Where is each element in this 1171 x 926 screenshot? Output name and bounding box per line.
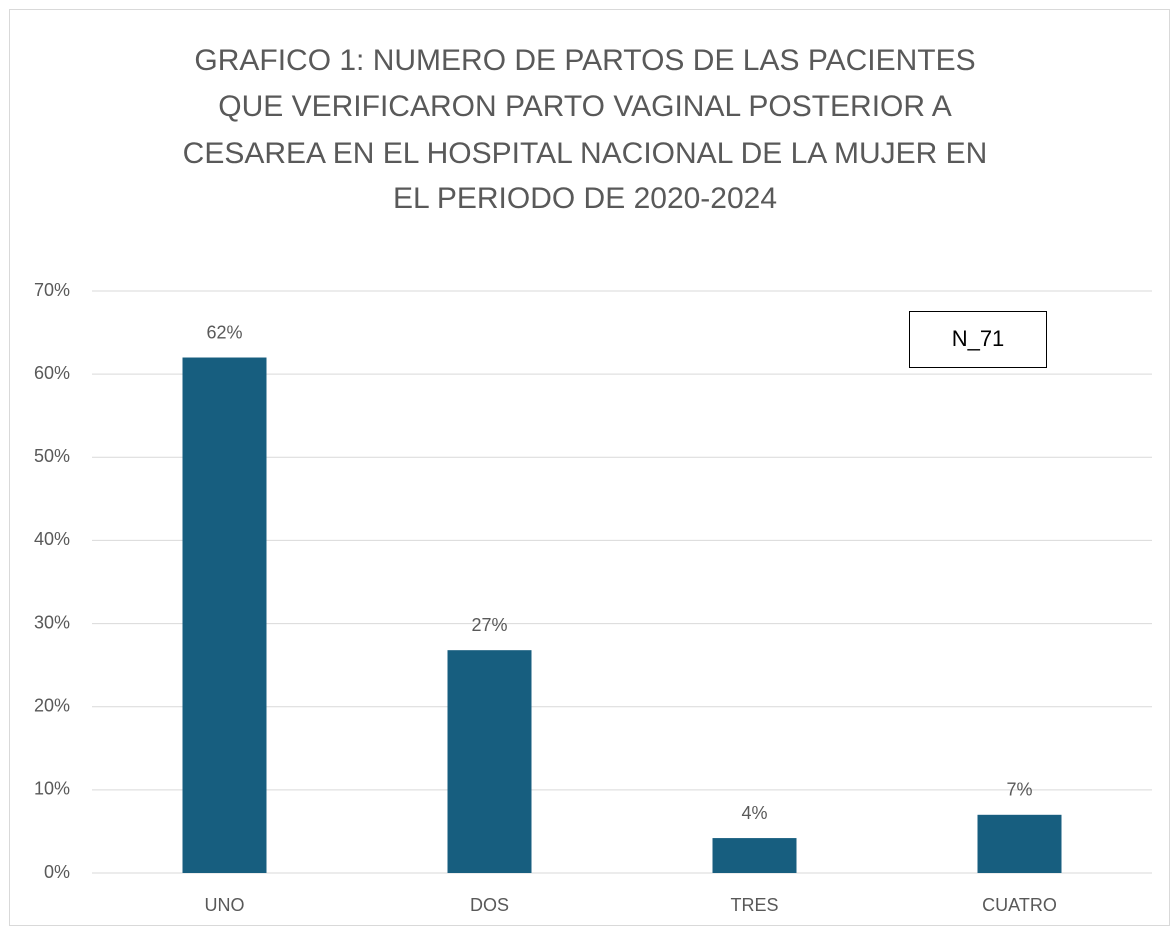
bar: [447, 650, 532, 873]
y-tick-label: 40%: [34, 529, 70, 549]
y-tick-label: 30%: [34, 612, 70, 632]
y-tick-label: 50%: [34, 446, 70, 466]
data-label: 27%: [471, 615, 507, 635]
data-label: 4%: [741, 803, 767, 823]
bar: [182, 357, 267, 873]
y-tick-label: 70%: [34, 280, 70, 300]
x-tick-label: TRES: [730, 895, 778, 915]
bar: [712, 838, 797, 873]
x-tick-label: DOS: [470, 895, 509, 915]
x-tick-label: UNO: [205, 895, 245, 915]
y-tick-label: 10%: [34, 779, 70, 799]
chart-title: GRAFICO 1: NUMERO DE PARTOS DE LAS PACIE…: [194, 44, 975, 77]
annotation-box: [909, 311, 1047, 368]
chart-title: CESAREA EN EL HOSPITAL NACIONAL DE LA MU…: [183, 137, 988, 170]
chart-title: EL PERIODO DE 2020-2024: [393, 182, 777, 215]
y-tick-label: 20%: [34, 695, 70, 715]
x-tick-label: CUATRO: [982, 895, 1057, 915]
data-label: 7%: [1006, 780, 1032, 800]
chart-title: QUE VERIFICARON PARTO VAGINAL POSTERIOR …: [218, 90, 952, 123]
y-tick-label: 60%: [34, 363, 70, 383]
y-tick-label: 0%: [44, 862, 70, 882]
bar: [977, 814, 1062, 873]
data-label: 62%: [206, 322, 242, 342]
annotation: N_71: [952, 326, 1005, 351]
